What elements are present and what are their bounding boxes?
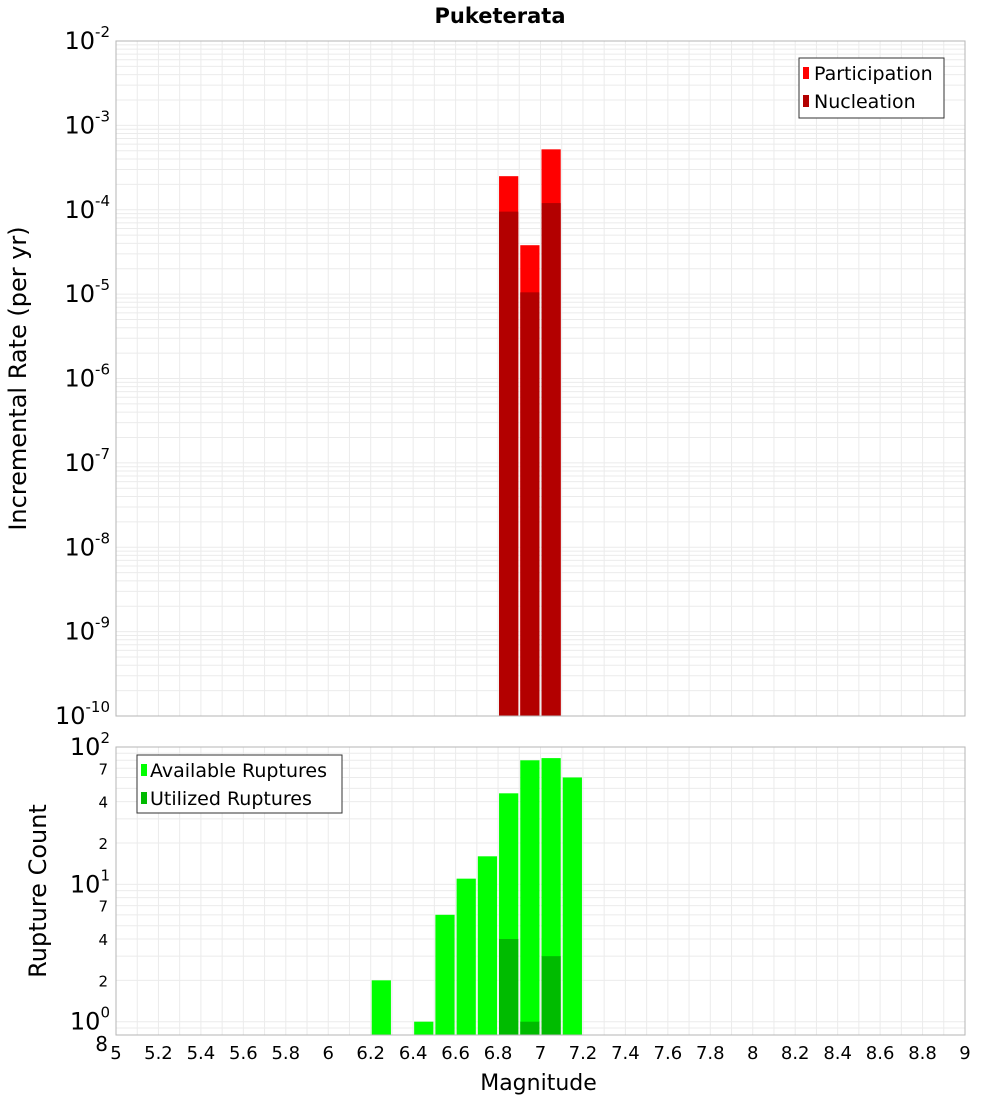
- nucleation-bar: [520, 292, 540, 716]
- bottom-y-tick-exponent: 0: [100, 1004, 110, 1022]
- available-ruptures-bar: [435, 914, 455, 1035]
- utilized-ruptures-bar: [541, 956, 561, 1035]
- x-tick-label: 8.8: [908, 1043, 937, 1064]
- x-tick-label: 8.6: [866, 1043, 895, 1064]
- top-y-tick-label: 10-7: [64, 445, 110, 477]
- bottom-y-tick-exponent: 2: [100, 729, 110, 747]
- bottom-legend-swatch: [141, 764, 147, 776]
- top-y-tick-exponent: -10: [86, 698, 111, 716]
- top-y-tick-label: 10-5: [64, 276, 110, 308]
- top-y-tick-base: 10: [64, 533, 95, 561]
- top-y-tick-base: 10: [64, 449, 95, 477]
- top-y-tick-label: 10-9: [64, 614, 110, 646]
- bottom-y-tick-label: 4: [98, 931, 108, 949]
- bottom-y-tick-label: 2: [98, 972, 108, 990]
- top-y-tick-exponent: -3: [95, 107, 110, 125]
- top-y-tick-exponent: -4: [95, 192, 110, 210]
- x-tick-label: 5.4: [187, 1043, 216, 1064]
- x-tick-label: 5.8: [271, 1043, 300, 1064]
- top-y-tick-base: 10: [64, 27, 95, 55]
- top-legend-swatch: [803, 67, 809, 79]
- bottom-y-tick-base: 10: [70, 733, 101, 761]
- bottom-y-tick-label: 7: [98, 898, 108, 916]
- utilized-ruptures-bar: [520, 1021, 540, 1035]
- bottom-y-tick-base: 10: [70, 1008, 101, 1036]
- top-y-tick-base: 10: [64, 365, 95, 393]
- x-tick-label: 7.8: [696, 1043, 725, 1064]
- top-plot-border: [115, 40, 966, 717]
- bottom-legend-label: Available Ruptures: [150, 760, 327, 782]
- x-axis-label: Magnitude: [480, 1071, 597, 1096]
- bottom-y-tick-label: 7: [98, 760, 108, 778]
- x-tick-label: 8: [747, 1043, 758, 1064]
- top-y-tick-base: 10: [55, 702, 86, 730]
- nucleation-bar: [541, 203, 561, 716]
- x-tick-label: 6.6: [441, 1043, 470, 1064]
- available-ruptures-bar: [456, 878, 476, 1035]
- bottom-plot-border: [115, 746, 966, 1036]
- x-tick-label: 5.6: [229, 1043, 258, 1064]
- bottom-y-tick-label: 8: [95, 1032, 108, 1056]
- bottom-y-tick-label: 2: [98, 835, 108, 853]
- top-y-tick-label: 10-10: [55, 698, 110, 730]
- available-ruptures-bar: [520, 760, 540, 1035]
- top-y-tick-label: 10-6: [64, 361, 110, 393]
- x-tick-label: 7.6: [654, 1043, 683, 1064]
- top-y-tick-base: 10: [64, 618, 95, 646]
- bottom-y-tick-label: 100: [70, 1004, 110, 1036]
- top-y-axis-label: Incremental Rate (per yr): [4, 226, 32, 530]
- top-legend-swatch: [803, 95, 809, 107]
- bottom-y-axis-label: Rupture Count: [24, 804, 52, 978]
- utilized-ruptures-bar: [499, 939, 519, 1035]
- x-tick-label: 7.2: [569, 1043, 598, 1064]
- top-legend-label: Participation: [814, 63, 933, 85]
- top-y-tick-exponent: -2: [95, 23, 110, 41]
- x-tick-label: 9: [959, 1043, 970, 1064]
- top-y-tick-label: 10-4: [64, 192, 110, 224]
- bottom-legend-box: [136, 754, 343, 814]
- bottom-y-tick-base: 10: [70, 870, 101, 898]
- top-y-tick-label: 10-2: [64, 23, 110, 55]
- top-y-tick-label: 10-8: [64, 529, 110, 561]
- available-ruptures-bar: [562, 777, 582, 1035]
- bottom-y-tick-label: 101: [70, 866, 110, 898]
- x-tick-label: 6.4: [399, 1043, 428, 1064]
- x-tick-label: 7.4: [611, 1043, 640, 1064]
- top-y-tick-base: 10: [64, 280, 95, 308]
- x-tick-label: 8.4: [823, 1043, 852, 1064]
- top-y-tick-base: 10: [64, 111, 95, 139]
- top-y-tick-label: 10-3: [64, 107, 110, 139]
- top-legend-label: Nucleation: [814, 91, 916, 113]
- top-y-tick-base: 10: [64, 196, 95, 224]
- x-tick-label: 6: [323, 1043, 334, 1064]
- available-ruptures-bar: [371, 980, 391, 1035]
- x-tick-label: 5.2: [144, 1043, 173, 1064]
- chart-title: Puketerata: [434, 4, 565, 28]
- x-tick-label: 6.2: [356, 1043, 385, 1064]
- top-y-tick-exponent: -8: [95, 529, 110, 547]
- x-tick-label: 6.8: [484, 1043, 513, 1064]
- bottom-y-tick-label: 4: [98, 794, 108, 812]
- top-y-tick-exponent: -6: [95, 361, 110, 379]
- available-ruptures-bar: [477, 856, 498, 1035]
- top-y-tick-exponent: -9: [95, 614, 110, 632]
- top-y-tick-exponent: -7: [95, 445, 110, 463]
- top-y-tick-exponent: -5: [95, 276, 110, 294]
- x-tick-label: 7: [535, 1043, 546, 1064]
- bottom-legend-swatch: [141, 792, 147, 804]
- bottom-y-tick-exponent: 1: [100, 866, 110, 884]
- x-tick-label: 8.2: [781, 1043, 810, 1064]
- x-tick-label: 5: [110, 1043, 121, 1064]
- nucleation-bar: [499, 211, 519, 716]
- bottom-y-tick-label: 102: [70, 729, 110, 761]
- bottom-legend-label: Utilized Ruptures: [150, 788, 312, 810]
- top-legend-box: [798, 57, 945, 119]
- available-ruptures-bar: [414, 1021, 434, 1035]
